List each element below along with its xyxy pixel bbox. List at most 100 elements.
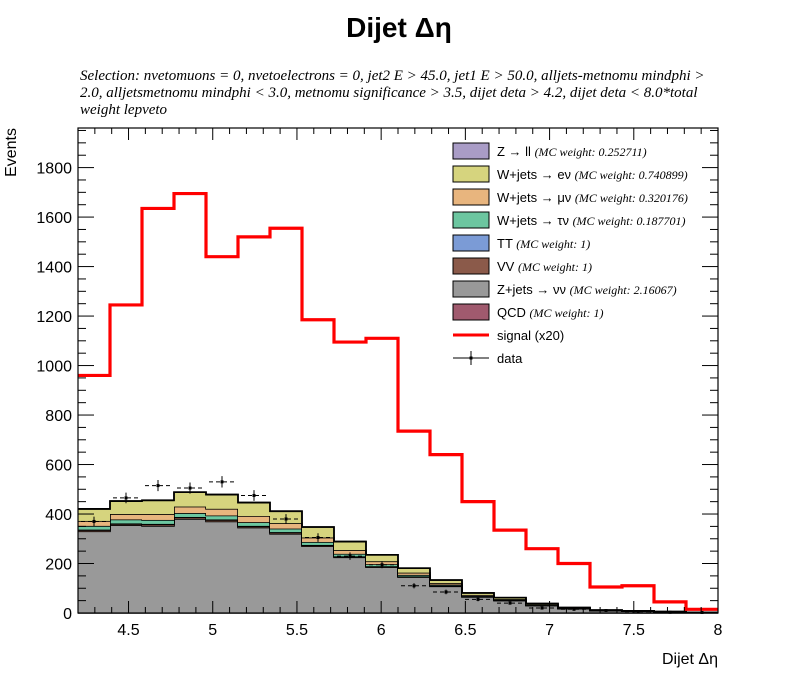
- legend-entry: QCD (MC weight: 1): [452, 303, 604, 321]
- stack-bar: [270, 528, 302, 533]
- data-marker: [636, 610, 640, 614]
- legend-label: VV (MC weight: 1): [497, 259, 592, 274]
- x-tick-label: 7.5: [623, 622, 645, 639]
- legend-swatch: [452, 257, 490, 275]
- stack-bar: [302, 527, 334, 538]
- stack-bar: [398, 577, 430, 613]
- data-point: [529, 606, 555, 610]
- legend-label: W+jets → eν (MC weight: 0.740899): [497, 167, 688, 182]
- stack-bar: [110, 519, 142, 524]
- data-marker: [252, 493, 256, 497]
- stack-bar: [334, 541, 366, 551]
- stack-bar: [142, 519, 174, 524]
- data-point: [433, 589, 459, 595]
- stack-bar: [142, 500, 174, 515]
- y-tick-label: 1000: [36, 359, 72, 376]
- x-tick-label: 7: [545, 622, 554, 639]
- legend-entry: signal (x20): [453, 328, 564, 343]
- legend-label: data: [497, 351, 523, 366]
- x-tick-label: 8: [714, 622, 723, 639]
- data-marker: [476, 597, 480, 601]
- y-tick-label: 1200: [36, 309, 72, 326]
- stack-bar: [110, 501, 142, 515]
- stack-bar: [302, 546, 334, 613]
- y-tick-label: 400: [45, 507, 72, 524]
- stack-bar: [398, 568, 430, 573]
- x-tick-label: 5: [208, 622, 217, 639]
- x-tick-label: 5.5: [286, 622, 308, 639]
- data-marker: [188, 486, 192, 490]
- legend-entry: Z → ll (MC weight: 0.252711): [452, 142, 647, 160]
- data-marker: [540, 606, 544, 610]
- legend-label: signal (x20): [497, 328, 564, 343]
- data-point: [497, 601, 523, 605]
- data-point: [305, 533, 331, 542]
- stack-bar: [206, 508, 238, 516]
- y-tick-label: 800: [45, 408, 72, 425]
- data-marker: [316, 536, 320, 540]
- signal-layer: [78, 191, 718, 611]
- stack-bar: [302, 541, 334, 545]
- stack-bar: [142, 525, 174, 613]
- x-tick-label: 6.5: [454, 622, 476, 639]
- data-point: [561, 607, 587, 611]
- stack-bar: [270, 523, 302, 529]
- y-tick-label: 200: [45, 557, 72, 574]
- legend-swatch: [452, 142, 490, 160]
- data-point: [241, 490, 267, 501]
- data-marker: [668, 610, 672, 614]
- data-layer: [81, 476, 715, 615]
- data-marker: [92, 519, 96, 523]
- stack-bar: [462, 592, 494, 595]
- data-marker: [508, 601, 512, 605]
- legend-data-marker: [469, 356, 473, 360]
- data-marker: [220, 480, 224, 484]
- data-point: [145, 479, 171, 492]
- stack-bar: [174, 506, 206, 514]
- x-axis-label: Dijet Δη: [662, 651, 718, 668]
- stack-bar: [174, 513, 206, 517]
- data-point: [177, 482, 203, 494]
- data-point: [81, 516, 107, 527]
- data-point: [465, 597, 491, 602]
- legend-label: Z+jets → νν (MC weight: 2.16067): [497, 282, 677, 297]
- legend-swatch: [452, 165, 490, 183]
- stack-bar: [366, 567, 398, 613]
- y-tick-label: 1400: [36, 260, 72, 277]
- data-marker: [444, 590, 448, 594]
- stack-bar: [142, 514, 174, 520]
- stack-layer: [78, 491, 718, 614]
- legend-entry: W+jets → τν (MC weight: 0.187701): [452, 211, 686, 229]
- stack-bar: [78, 509, 110, 521]
- stack-bar: [334, 557, 366, 613]
- legend-swatch: [452, 188, 490, 206]
- legend-swatch: [452, 280, 490, 298]
- legend-label: W+jets → τν (MC weight: 0.187701): [497, 213, 686, 228]
- stack-bar: [206, 521, 238, 613]
- stack-bar: [110, 525, 142, 613]
- chart-subtitle: Selection: nvetomuons = 0, nvetoelectron…: [80, 68, 705, 118]
- y-tick-label: 1800: [36, 161, 72, 178]
- y-axis-label: Events: [3, 128, 20, 177]
- stack-bar: [366, 554, 398, 562]
- stack-bar: [206, 515, 238, 520]
- data-marker: [156, 484, 160, 488]
- data-point: [593, 609, 619, 613]
- y-tick-label: 600: [45, 458, 72, 475]
- legend-swatch: [452, 234, 490, 252]
- data-point: [369, 561, 395, 569]
- legend-swatch: [452, 303, 490, 321]
- data-marker: [412, 584, 416, 588]
- stack-bar: [110, 514, 142, 520]
- legend-label: Z → ll (MC weight: 0.252711): [497, 144, 647, 159]
- data-point: [209, 476, 235, 488]
- data-point: [337, 552, 363, 560]
- legend-entry: W+jets → eν (MC weight: 0.740899): [452, 165, 688, 183]
- y-tick-label: 0: [63, 606, 72, 623]
- legend-label: TT (MC weight: 1): [497, 236, 590, 251]
- data-marker: [572, 607, 576, 611]
- stack-bar: [270, 533, 302, 613]
- data-marker: [124, 496, 128, 500]
- stack-bar: [462, 596, 494, 613]
- signal-line: [78, 191, 718, 611]
